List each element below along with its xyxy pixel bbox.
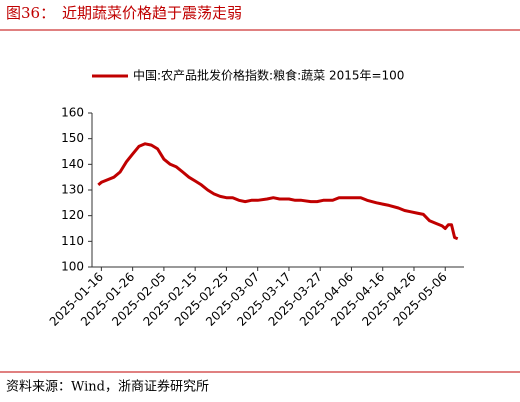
y-tick-label: 150 [61, 131, 84, 145]
source: 资料来源：Wind，浙商证券研究所 [6, 379, 209, 395]
chart-title: 近期蔬菜价格趋于震荡走弱 [62, 4, 242, 22]
figure-label: 图36： [6, 4, 55, 22]
y-tick-label: 120 [61, 208, 84, 222]
y-tick-label: 160 [61, 106, 84, 120]
series-line [97, 142, 459, 241]
y-tick-label: 110 [61, 234, 84, 248]
y-tick-label: 130 [61, 183, 84, 197]
y-tick-label: 100 [61, 260, 84, 274]
y-tick-label: 140 [61, 157, 84, 171]
legend-label: 中国:农产品批发价格指数:粮食:蔬菜 2015年=100 [133, 68, 404, 83]
